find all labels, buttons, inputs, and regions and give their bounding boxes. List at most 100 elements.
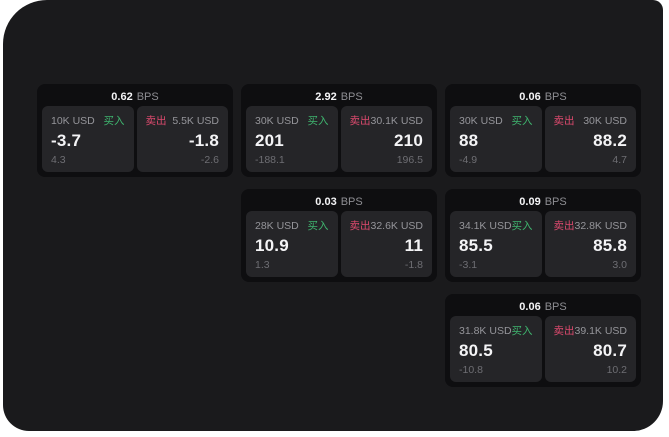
sell-side-label: 卖出 (553, 220, 575, 232)
buy-amount: 30K USD (255, 115, 299, 127)
sell-sub-value: 4.7 (612, 154, 627, 166)
buy-sub-value: -4.9 (459, 154, 478, 166)
bps-header: 2.92 BPS (246, 88, 432, 106)
buy-panel[interactable]: 31.8K USD 买入 80.5 -10.8 (450, 316, 542, 382)
sell-amount: 39.1K USD (574, 325, 628, 337)
sell-sub-value: 196.5 (396, 154, 423, 166)
buy-sub-value: 1.3 (255, 259, 270, 271)
sell-side-label: 卖出 (145, 115, 167, 127)
buy-price: 10.9 (255, 236, 289, 255)
bps-unit-label: BPS (136, 91, 159, 103)
buy-amount: 10K USD (51, 115, 95, 127)
buy-sell-panels: 30K USD 买入 201 -188.1 卖出 30.1K USD 210 1… (246, 106, 432, 172)
buy-panel-top: 31.8K USD 买入 (459, 323, 533, 338)
sell-panel-top: 卖出 30.1K USD (350, 113, 424, 128)
sell-panel-top: 卖出 39.1K USD (554, 323, 628, 338)
sell-sub-value: 10.2 (606, 364, 627, 376)
buy-panel[interactable]: 10K USD 买入 -3.7 4.3 (42, 106, 134, 172)
buy-side-label: 买入 (511, 115, 533, 127)
sell-panel[interactable]: 卖出 30.1K USD 210 196.5 (340, 106, 432, 172)
bps-header: 0.62 BPS (42, 88, 228, 106)
buy-amount: 30K USD (459, 115, 503, 127)
sell-panel[interactable]: 卖出 32.8K USD 85.8 3.0 (544, 211, 636, 277)
buy-sub-value: -10.8 (459, 364, 483, 376)
bps-header: 0.03 BPS (246, 193, 432, 211)
bps-unit-label: BPS (340, 91, 363, 103)
quote-card-4: 0.03 BPS 28K USD 买入 10.9 1.3 卖出 32.6K USD (241, 189, 437, 282)
sell-price: 210 (394, 131, 423, 150)
buy-panel-top: 30K USD 买入 (255, 113, 329, 128)
buy-price: 85.5 (459, 236, 493, 255)
sell-sub-value: -1.8 (404, 259, 423, 271)
buy-panel[interactable]: 30K USD 买入 88 -4.9 (450, 106, 542, 172)
sell-sub-value: -2.6 (200, 154, 219, 166)
sell-price: 11 (404, 236, 423, 255)
trading-dashboard-window: 0.62 BPS 10K USD 买入 -3.7 4.3 卖出 5.5K USD (3, 0, 663, 431)
sell-panel-top: 卖出 32.6K USD (350, 218, 424, 233)
quote-card-1: 0.62 BPS 10K USD 买入 -3.7 4.3 卖出 5.5K USD (37, 84, 233, 177)
bps-header: 0.06 BPS (450, 298, 636, 316)
sell-side-label: 卖出 (349, 220, 371, 232)
buy-side-label: 买入 (511, 325, 533, 337)
sell-panel[interactable]: 卖出 5.5K USD -1.8 -2.6 (136, 106, 228, 172)
buy-panel[interactable]: 28K USD 买入 10.9 1.3 (246, 211, 338, 277)
sell-amount: 32.8K USD (574, 220, 628, 232)
buy-panel[interactable]: 30K USD 买入 201 -188.1 (246, 106, 338, 172)
buy-price: 80.5 (459, 341, 493, 360)
sell-panel[interactable]: 卖出 30K USD 88.2 4.7 (544, 106, 636, 172)
sell-amount: 30K USD (583, 115, 627, 127)
bps-value: 0.09 (519, 196, 541, 208)
bps-value: 2.92 (315, 91, 337, 103)
buy-sub-value: 4.3 (51, 154, 66, 166)
quote-card-6: 0.06 BPS 31.8K USD 买入 80.5 -10.8 卖出 39.1K… (445, 294, 641, 387)
quote-card-grid: 0.62 BPS 10K USD 买入 -3.7 4.3 卖出 5.5K USD (37, 84, 641, 387)
buy-sub-value: -3.1 (459, 259, 478, 271)
buy-price: -3.7 (51, 131, 82, 150)
sell-price: 88.2 (593, 131, 627, 150)
bps-value: 0.06 (519, 91, 541, 103)
buy-side-label: 买入 (307, 115, 329, 127)
buy-sell-panels: 31.8K USD 买入 80.5 -10.8 卖出 39.1K USD 80.… (450, 316, 636, 382)
buy-price: 88 (459, 131, 479, 150)
bps-unit-label: BPS (544, 301, 567, 313)
quote-card-3: 0.06 BPS 30K USD 买入 88 -4.9 卖出 30K USD (445, 84, 641, 177)
buy-sell-panels: 30K USD 买入 88 -4.9 卖出 30K USD 88.2 4.7 (450, 106, 636, 172)
sell-price: 80.7 (593, 341, 627, 360)
buy-side-label: 买入 (511, 220, 533, 232)
buy-sell-panels: 34.1K USD 买入 85.5 -3.1 卖出 32.8K USD 85.8… (450, 211, 636, 277)
quote-card-2: 2.92 BPS 30K USD 买入 201 -188.1 卖出 30.1K U… (241, 84, 437, 177)
buy-panel[interactable]: 34.1K USD 买入 85.5 -3.1 (450, 211, 542, 277)
sell-amount: 30.1K USD (370, 115, 424, 127)
buy-sell-panels: 28K USD 买入 10.9 1.3 卖出 32.6K USD 11 -1.8 (246, 211, 432, 277)
buy-panel-top: 28K USD 买入 (255, 218, 329, 233)
buy-panel-top: 30K USD 买入 (459, 113, 533, 128)
buy-panel-top: 34.1K USD 买入 (459, 218, 533, 233)
bps-unit-label: BPS (544, 91, 567, 103)
buy-panel-top: 10K USD 买入 (51, 113, 125, 128)
sell-amount: 5.5K USD (172, 115, 219, 127)
bps-unit-label: BPS (340, 196, 363, 208)
buy-amount: 34.1K USD (459, 220, 512, 232)
buy-sub-value: -188.1 (255, 154, 285, 166)
buy-side-label: 买入 (307, 220, 329, 232)
sell-amount: 32.6K USD (370, 220, 424, 232)
bps-header: 0.09 BPS (450, 193, 636, 211)
sell-sub-value: 3.0 (612, 259, 627, 271)
buy-price: 201 (255, 131, 284, 150)
buy-sell-panels: 10K USD 买入 -3.7 4.3 卖出 5.5K USD -1.8 -2.… (42, 106, 228, 172)
sell-panel[interactable]: 卖出 39.1K USD 80.7 10.2 (544, 316, 636, 382)
sell-side-label: 卖出 (553, 325, 575, 337)
bps-unit-label: BPS (544, 196, 567, 208)
bps-value: 0.06 (519, 301, 541, 313)
sell-panel-top: 卖出 32.8K USD (554, 218, 628, 233)
bps-header: 0.06 BPS (450, 88, 636, 106)
sell-price: -1.8 (188, 131, 219, 150)
bps-value: 0.03 (315, 196, 337, 208)
sell-panel-top: 卖出 30K USD (554, 113, 628, 128)
sell-price: 85.8 (593, 236, 627, 255)
sell-side-label: 卖出 (349, 115, 371, 127)
buy-amount: 31.8K USD (459, 325, 512, 337)
quote-card-5: 0.09 BPS 34.1K USD 买入 85.5 -3.1 卖出 32.8K … (445, 189, 641, 282)
sell-panel[interactable]: 卖出 32.6K USD 11 -1.8 (340, 211, 432, 277)
buy-amount: 28K USD (255, 220, 299, 232)
